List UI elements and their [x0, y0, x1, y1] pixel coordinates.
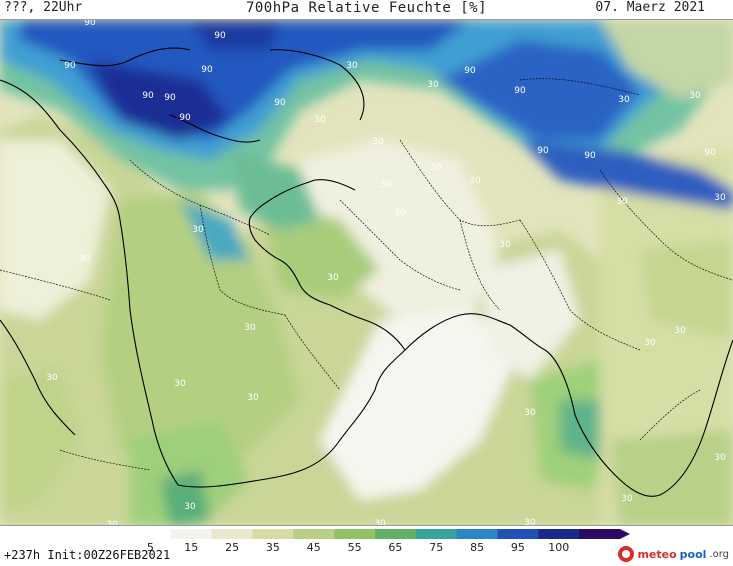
- contour-label: 90: [142, 91, 154, 101]
- contour-label: 90: [274, 98, 286, 108]
- colorbar-segment: [211, 529, 253, 539]
- contour-label: 30: [346, 61, 358, 71]
- contour-label: 30: [616, 197, 628, 207]
- logo-text-meteo: meteo: [637, 547, 677, 561]
- contour-label: 30: [427, 80, 439, 90]
- contour-label: 30: [184, 502, 196, 512]
- contour-label: 30: [314, 115, 326, 125]
- forecast-date: 07. Maerz 2021: [595, 0, 705, 15]
- colorbar-segment: [538, 529, 580, 539]
- colorbar-segment: [170, 529, 213, 539]
- contour-label: 30: [374, 519, 386, 526]
- contour-label: 30: [524, 518, 536, 526]
- contour-label: 30: [372, 137, 384, 147]
- colorbar-tick-label: 85: [470, 541, 485, 554]
- meteopool-logo[interactable]: meteo pool .org: [618, 544, 729, 564]
- contour-label: 90: [179, 113, 191, 123]
- contour-label: 30: [644, 338, 656, 348]
- colorbar-segment: [375, 529, 417, 539]
- colorbar-tick-label: 65: [388, 541, 403, 554]
- colorbar-segment: [415, 529, 458, 539]
- colorbar-tick-label: 100: [548, 541, 570, 554]
- colorbar-tick-label: 15: [184, 541, 199, 554]
- contour-label: 30: [499, 240, 511, 250]
- contour-label: 30: [380, 180, 392, 190]
- colorbar-segment: [497, 529, 539, 539]
- colorbar-tick-label: 75: [429, 541, 444, 554]
- contour-label: 30: [394, 208, 406, 218]
- humidity-field: [0, 20, 733, 525]
- init-time-label: +237h Init:00Z26FEB2021: [4, 548, 171, 562]
- contour-label: 30: [192, 225, 204, 235]
- contour-label: 30: [714, 453, 726, 463]
- contour-label: 30: [618, 95, 630, 105]
- colorbar-tick-label: 45: [306, 541, 321, 554]
- contour-label: 90: [201, 65, 213, 75]
- contour-label: 30: [106, 520, 118, 526]
- colorbar: [130, 529, 630, 539]
- contour-label: 30: [430, 163, 442, 173]
- contour-label: 30: [247, 393, 259, 403]
- contour-label: 30: [174, 379, 186, 389]
- contour-label: 30: [469, 176, 481, 186]
- contour-label: 30: [327, 273, 339, 283]
- colorbar-segment: [293, 529, 335, 539]
- colorbar-segment: [252, 529, 294, 539]
- contour-label: 30: [244, 323, 256, 333]
- colorbar-tick-label: 25: [225, 541, 240, 554]
- colorbar-segment: [334, 529, 376, 539]
- colorbar-end-arrow: [620, 529, 630, 539]
- contour-label: 90: [584, 151, 596, 161]
- contour-label: 90: [84, 20, 96, 28]
- contour-label: 30: [46, 373, 58, 383]
- humidity-map-svg: 90 90 90 90 90 90 90 90 90 90 90 90 90 3…: [0, 20, 733, 526]
- contour-label: 30: [674, 326, 686, 336]
- colorbar-tick-label: 35: [265, 541, 280, 554]
- borders: [0, 78, 733, 471]
- contour-label: 90: [464, 66, 476, 76]
- meteopool-logo-icon: [618, 546, 635, 562]
- contour-label: 30: [621, 494, 633, 504]
- humidity-map: 90 90 90 90 90 90 90 90 90 90 90 90 90 3…: [0, 19, 733, 526]
- contour-label: 30: [79, 254, 91, 264]
- logo-text-org: .org: [709, 548, 729, 560]
- contour-label: 90: [164, 93, 176, 103]
- contour-label: 90: [537, 146, 549, 156]
- colorbar-segment: [456, 529, 498, 539]
- colorbar-tick-label: 95: [510, 541, 525, 554]
- contour-label: 30: [689, 91, 701, 101]
- coastlines: [0, 47, 733, 497]
- contour-value-labels: 90 90 90 90 90 90 90 90 90 90 90 90 90 3…: [46, 20, 726, 526]
- logo-text-pool: pool: [679, 547, 707, 561]
- contour-label: 30: [524, 408, 536, 418]
- forecast-time-label: ???, 22Uhr: [4, 0, 83, 15]
- contour-label: 30: [714, 193, 726, 203]
- contour-label: 90: [64, 61, 76, 71]
- colorbar-tick-label: 55: [347, 541, 362, 554]
- colorbar-tick-label: 5: [146, 541, 154, 554]
- contour-label: 90: [704, 148, 716, 158]
- contour-label: 90: [214, 31, 226, 41]
- map-title: 700hPa Relative Feuchte [%]: [245, 0, 488, 16]
- colorbar-segment: [130, 529, 172, 539]
- contour-label: 90: [514, 86, 526, 96]
- colorbar-segment: [579, 529, 621, 539]
